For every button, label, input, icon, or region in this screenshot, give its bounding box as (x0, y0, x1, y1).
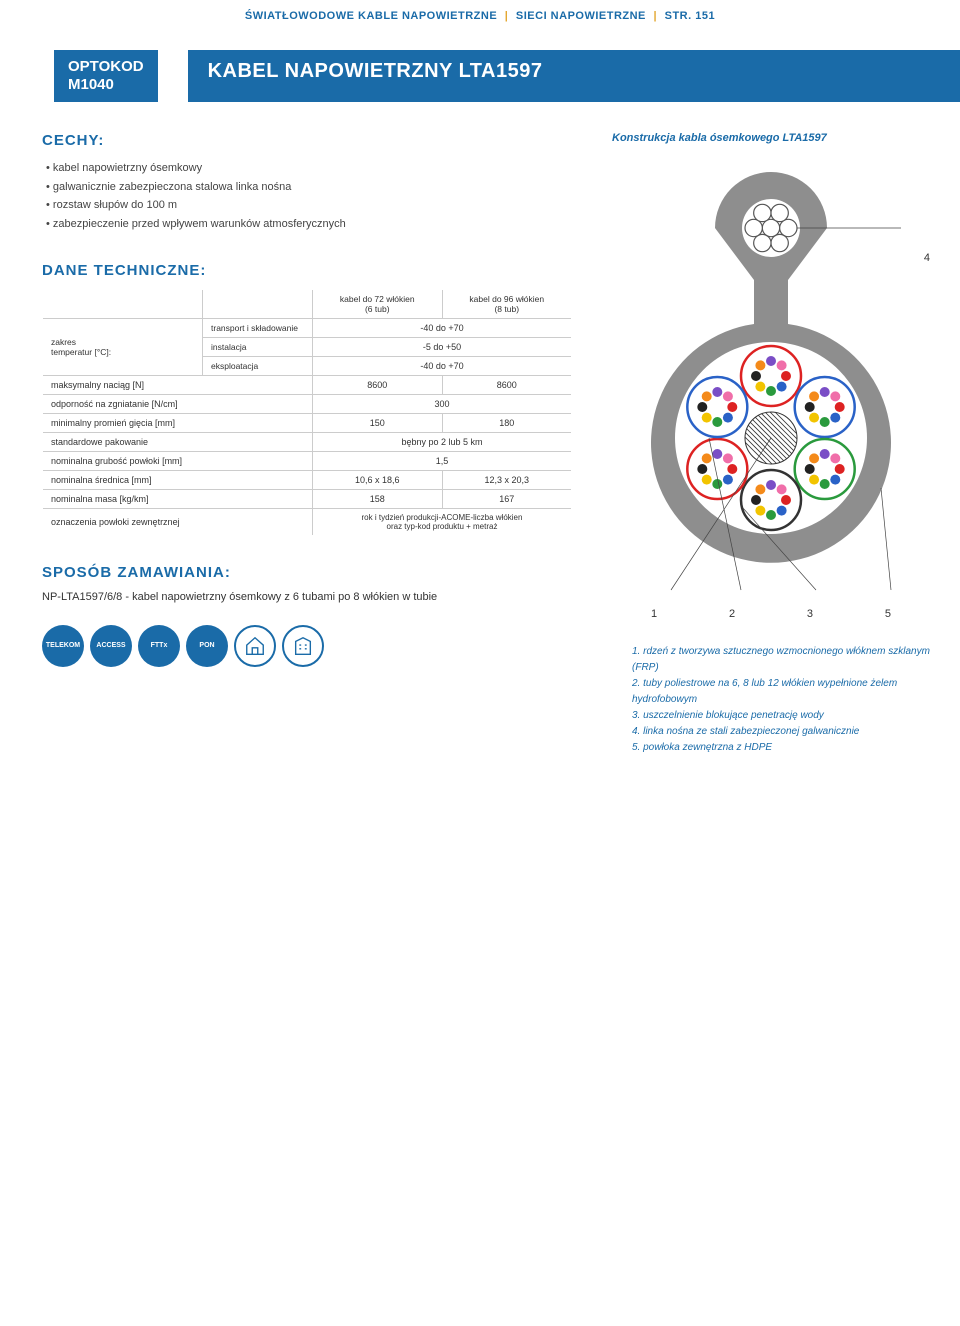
feature-item: zabezpieczenie przed wpływem warunków at… (46, 215, 572, 234)
legend-item: 5. powłoka zewnętrzna z HDPE (632, 740, 930, 756)
legend-list: 1. rdzeń z tworzywa sztucznego wzmocnion… (632, 644, 930, 756)
row7-val: bębny po 2 lub 5 km (313, 432, 572, 451)
tech-table: kabel do 72 włókien (6 tub) kabel do 96 … (42, 289, 572, 536)
page-title: KABEL NAPOWIETRZNY LTA1597 (188, 50, 960, 102)
badge-house-icon (234, 625, 276, 667)
badge-pon: PON (186, 625, 228, 667)
feature-item: galwanicznie zabezpieczona stalowa linka… (46, 178, 572, 197)
table-head-1: kabel do 72 włókien (6 tub) (313, 289, 443, 318)
row6-label: minimalny promień gięcia [mm] (43, 413, 313, 432)
ordering-text: NP-LTA1597/6/8 - kabel napowietrzny ósem… (42, 591, 572, 603)
row2-label: instalacja (203, 337, 313, 356)
row7-label: standardowe pakowanie (43, 432, 313, 451)
diagram-caption: Konstrukcja kabla ósemkowego LTA1597 (612, 132, 930, 144)
badge-access: ACCESS (90, 625, 132, 667)
row9-label: nominalna średnica [mm] (43, 470, 313, 489)
callout-num-4: 4 (924, 252, 930, 264)
row2-val: -5 do +50 (313, 337, 572, 356)
feature-item: kabel napowietrzny ósemkowy (46, 159, 572, 178)
row10a: 158 (313, 489, 443, 508)
optokod-line1: OPTOKOD (68, 58, 144, 76)
breadcrumb-sep: | (505, 10, 509, 22)
breadcrumb-a: ŚWIATŁOWODOWE KABLE NAPOWIETRZNE (245, 10, 497, 22)
row1-label: transport i składowanie (203, 318, 313, 337)
ordering-heading: SPOSÓB ZAMAWIANIA: (42, 564, 572, 581)
row6a: 150 (313, 413, 443, 432)
row3-val: -40 do +70 (313, 356, 572, 375)
row4-label: maksymalny naciąg [N] (43, 375, 313, 394)
row10b: 167 (442, 489, 572, 508)
row8-val: 1,5 (313, 451, 572, 470)
badge-telekom: TELEKOM (42, 625, 84, 667)
tech-heading: DANE TECHNICZNE: (42, 262, 572, 279)
row9b: 12,3 x 20,3 (442, 470, 572, 489)
legend-numbers: 1 2 3 5 (651, 608, 891, 620)
features-list: kabel napowietrzny ósemkowy galwanicznie… (42, 159, 572, 234)
cable-diagram (612, 158, 930, 598)
optokod-badge: OPTOKOD M1040 (54, 50, 158, 102)
legend-item: 3. uszczelnienie blokujące penetrację wo… (632, 708, 930, 724)
breadcrumb: ŚWIATŁOWODOWE KABLE NAPOWIETRZNE | SIECI… (0, 0, 960, 26)
badge-fttx: FTTx (138, 625, 180, 667)
breadcrumb-sep: | (653, 10, 657, 22)
row11-val: rok i tydzień produkcji-ACOME-liczba włó… (313, 508, 572, 535)
row3-label: eksploatacja (203, 356, 313, 375)
row10-label: nominalna masa [kg/km] (43, 489, 313, 508)
legend-num: 3 (807, 608, 813, 620)
row5-val: 300 (313, 394, 572, 413)
badges-row: TELEKOM ACCESS FTTx PON (42, 625, 572, 667)
optokod-line2: M1040 (68, 76, 144, 94)
legend-item: 1. rdzeń z tworzywa sztucznego wzmocnion… (632, 644, 930, 676)
row9a: 10,6 x 18,6 (313, 470, 443, 489)
row4a: 8600 (313, 375, 443, 394)
breadcrumb-b: SIECI NAPOWIETRZNE (516, 10, 646, 22)
table-head-2: kabel do 96 włókien (8 tub) (442, 289, 572, 318)
row8-label: nominalna grubość powłoki [mm] (43, 451, 313, 470)
ranges-label: zakres temperatur [°C]: (43, 318, 203, 375)
row11-label: oznaczenia powłoki zewnętrznej (43, 508, 313, 535)
row4b: 8600 (442, 375, 572, 394)
legend-num: 2 (729, 608, 735, 620)
legend-item: 2. tuby poliestrowe na 6, 8 lub 12 włóki… (632, 676, 930, 708)
breadcrumb-c: STR. 151 (665, 10, 715, 22)
row6b: 180 (442, 413, 572, 432)
legend-item: 4. linka nośna ze stali zabezpieczonej g… (632, 724, 930, 740)
legend-num: 1 (651, 608, 657, 620)
feature-item: rozstaw słupów do 100 m (46, 196, 572, 215)
row1-val: -40 do +70 (313, 318, 572, 337)
features-heading: CECHY: (42, 132, 572, 149)
legend-num: 5 (885, 608, 891, 620)
badge-building-icon (282, 625, 324, 667)
title-bar: OPTOKOD M1040 KABEL NAPOWIETRZNY LTA1597 (54, 50, 960, 102)
row5-label: odporność na zgniatanie [N/cm] (43, 394, 313, 413)
